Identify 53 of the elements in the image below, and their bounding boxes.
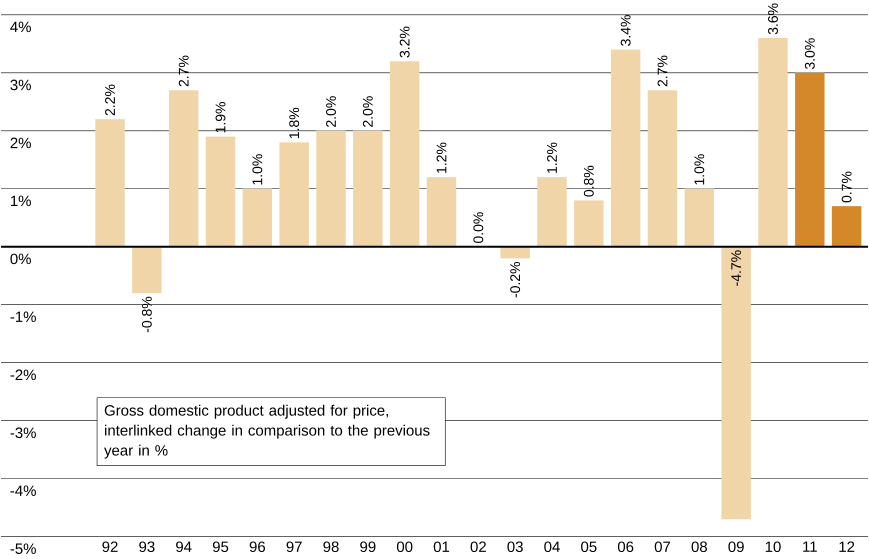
data-label: 1.9% (216, 102, 226, 132)
y-tick-label: -5% (10, 544, 36, 554)
data-label: -4.7% (731, 250, 742, 286)
x-tick-label: 11 (803, 542, 817, 552)
y-tick-label: -1% (10, 312, 36, 322)
x-tick-label: 94 (176, 542, 192, 552)
x-tick-label: 01 (434, 542, 450, 552)
x-tick-label: 98 (323, 542, 339, 552)
annotation: Gross domestic product adjusted for price, interlinked change in comparison to the previous year in % (104, 404, 430, 459)
x-tick-label: 95 (212, 542, 228, 552)
x-tick-label: 93 (139, 542, 155, 552)
y-tick-label: -2% (10, 370, 36, 380)
data-label: -0.8% (142, 296, 152, 332)
x-tick-label: 92 (102, 542, 118, 552)
x-tick-label: 09 (728, 542, 744, 552)
data-label: 3.0% (804, 38, 815, 70)
x-tick-label: 04 (544, 542, 560, 552)
x-tick-label: 06 (618, 542, 634, 552)
y-tick-label: 1% (10, 196, 31, 206)
y-tick-label: -3% (10, 428, 36, 438)
data-label: 3.4% (620, 15, 631, 46)
data-label: 0.0% (473, 212, 484, 244)
y-tick-label: 4% (10, 22, 31, 32)
x-tick-label: 97 (286, 542, 302, 552)
x-tick-label: 08 (692, 542, 707, 552)
x-tick-label: 10 (766, 542, 781, 552)
x-tick-label: 07 (654, 542, 670, 552)
x-tick-label: 12 (839, 542, 854, 552)
data-label: 2.2% (105, 84, 115, 116)
x-tick-label: 05 (581, 542, 597, 552)
y-tick-label: -4% (10, 486, 36, 496)
data-label: 0.8% (584, 166, 594, 197)
data-label: 0.7% (842, 172, 852, 203)
data-label: 2.0% (326, 96, 336, 128)
data-label: 3.6% (768, 4, 778, 34)
data-label: 1.0% (252, 154, 262, 185)
data-label: 3.2% (400, 26, 410, 58)
data-label: 1.2% (436, 142, 446, 174)
x-tick-label: 96 (250, 542, 266, 552)
data-label: 1.8% (289, 108, 300, 138)
y-tick-label: 0% (10, 254, 31, 264)
data-label: 1.0% (694, 154, 704, 185)
x-tick-label: 02 (470, 542, 486, 552)
data-label: 2.0% (362, 96, 373, 128)
data-label: 2.7% (178, 56, 189, 86)
x-tick-label: 03 (507, 542, 523, 552)
data-label: -0.2% (510, 262, 520, 298)
x-tick-label: 00 (396, 542, 412, 552)
y-tick-label: 3% (10, 80, 31, 90)
data-label: 2.7% (658, 56, 668, 86)
x-tick-label: 99 (360, 542, 376, 552)
data-label: 1.2% (547, 142, 557, 174)
y-tick-label: 2% (10, 138, 31, 148)
